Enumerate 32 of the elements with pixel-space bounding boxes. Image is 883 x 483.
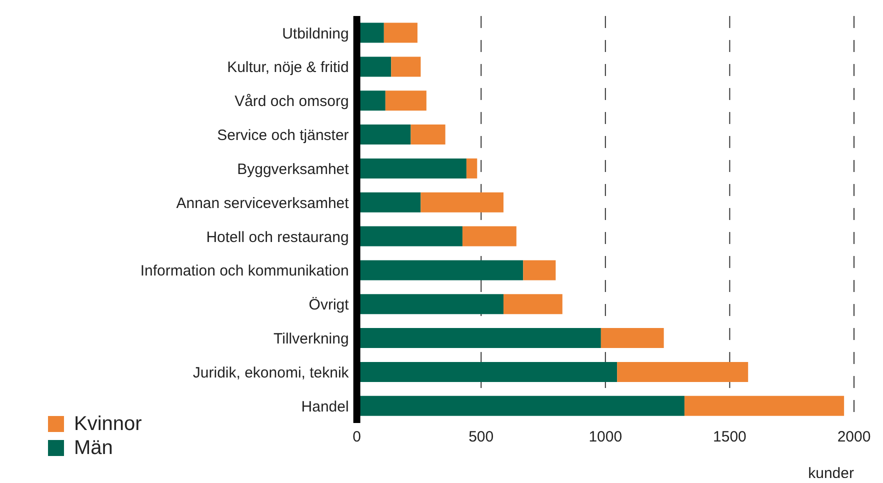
bar	[617, 362, 748, 382]
x-tick-label: 500	[468, 428, 494, 446]
y-tick-label: Juridik, ekonomi, teknik	[192, 364, 350, 382]
y-tick-label: Övrigt	[308, 296, 350, 314]
y-tick-label: Handel	[301, 398, 349, 416]
y-tick-label: Hotell och restaurang	[206, 228, 349, 246]
y-tick-label: Tillverkning	[274, 330, 349, 348]
y-tick-label: Service och tjänster	[217, 127, 349, 144]
x-tick-label: 0	[352, 428, 361, 446]
legend-label: Kvinnor	[74, 412, 142, 436]
bar	[523, 260, 556, 280]
y-tick-label: Annan serviceverksamhet	[176, 194, 350, 212]
bar	[391, 56, 421, 77]
x-tick-label: 1000	[588, 428, 622, 446]
y-tick-label: Utbildning	[282, 25, 349, 42]
y-tick-label: Byggverksamhet	[237, 160, 350, 178]
bar	[420, 192, 504, 212]
y-tick-label: Vård och omsorg	[234, 93, 349, 110]
x-tick-label: 2000	[837, 428, 871, 446]
x-axis-title: kunder	[808, 465, 854, 482]
bar	[503, 294, 562, 314]
bar	[684, 396, 844, 416]
bar	[410, 124, 446, 145]
bar	[600, 328, 664, 348]
bar	[384, 22, 418, 43]
bar	[466, 158, 478, 178]
bar	[385, 90, 426, 111]
y-tick-label: Kultur, nöje & fritid	[227, 59, 349, 76]
bar	[462, 226, 516, 246]
legend-label: Män	[74, 436, 113, 460]
y-tick-label: Information och kommunikation	[140, 262, 349, 280]
x-tick-label: 1500	[713, 428, 746, 446]
